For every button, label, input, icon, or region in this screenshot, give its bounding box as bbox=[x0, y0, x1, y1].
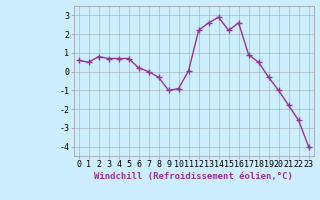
X-axis label: Windchill (Refroidissement éolien,°C): Windchill (Refroidissement éolien,°C) bbox=[94, 172, 293, 181]
